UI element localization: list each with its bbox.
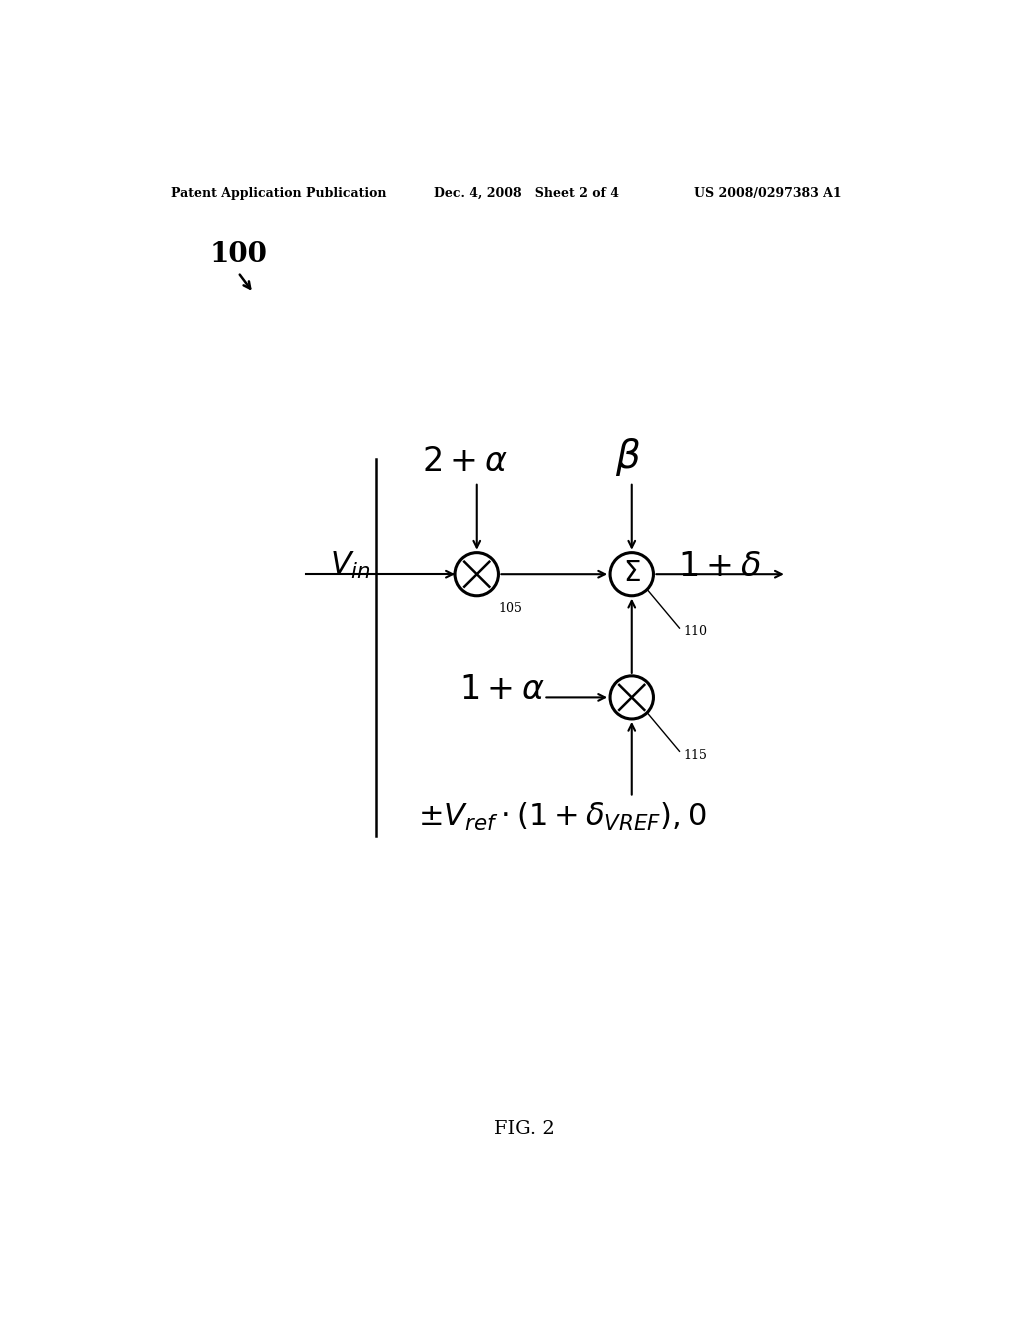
Text: 115: 115 <box>683 748 708 762</box>
Text: $\Sigma$: $\Sigma$ <box>623 560 641 587</box>
Circle shape <box>455 553 499 595</box>
Circle shape <box>610 553 653 595</box>
Text: US 2008/0297383 A1: US 2008/0297383 A1 <box>693 186 842 199</box>
Text: Patent Application Publication: Patent Application Publication <box>171 186 386 199</box>
Text: 105: 105 <box>499 602 522 615</box>
Text: $1+\delta$: $1+\delta$ <box>678 550 761 582</box>
Circle shape <box>610 676 653 719</box>
Text: $\beta$: $\beta$ <box>615 436 641 478</box>
Text: $2+\alpha$: $2+\alpha$ <box>422 446 508 478</box>
Text: 110: 110 <box>683 626 708 639</box>
Text: 100: 100 <box>209 242 267 268</box>
Text: $1+\alpha$: $1+\alpha$ <box>459 673 545 706</box>
Text: $\pm V_{ref}\cdot(1+\delta_{VREF}),0$: $\pm V_{ref}\cdot(1+\delta_{VREF}),0$ <box>418 801 707 833</box>
Text: $V_{in}$: $V_{in}$ <box>330 549 371 581</box>
Text: FIG. 2: FIG. 2 <box>495 1119 555 1138</box>
Text: Dec. 4, 2008   Sheet 2 of 4: Dec. 4, 2008 Sheet 2 of 4 <box>434 186 620 199</box>
